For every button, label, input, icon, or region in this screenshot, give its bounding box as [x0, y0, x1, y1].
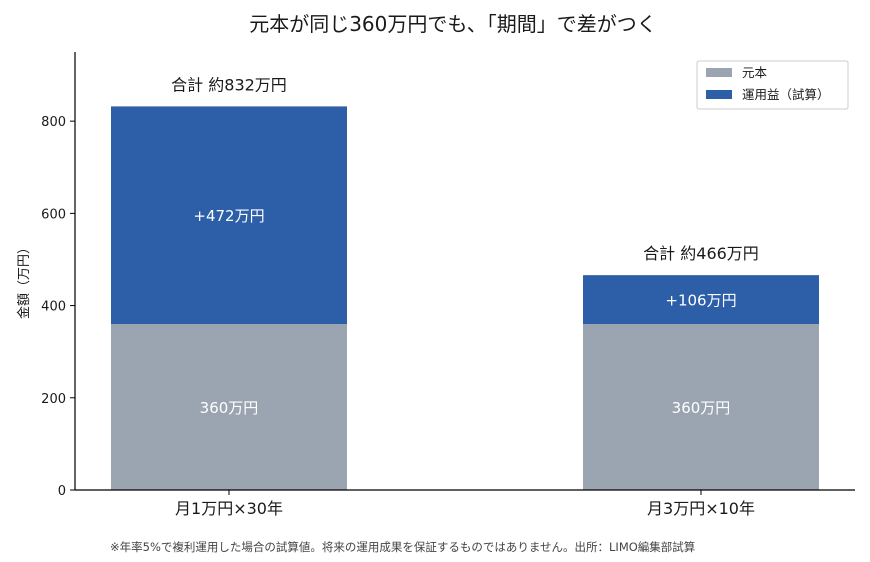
legend-label-gain: 運用益（試算） — [742, 87, 830, 102]
x-tick-label-1: 月3万円×10年 — [647, 499, 755, 518]
segment-label-principal-1: 360万円 — [672, 399, 731, 417]
legend-swatch-principal — [706, 68, 732, 77]
segment-label-principal-0: 360万円 — [200, 399, 259, 417]
y-axis-label: 金額（万円） — [16, 241, 32, 319]
bar-principal-1 — [583, 324, 819, 490]
legend-frame — [696, 60, 849, 110]
legend-label-principal: 元本 — [742, 65, 768, 80]
y-tick-label-1: 200 — [41, 392, 66, 407]
axes-group: 0 200 400 600 800 — [41, 52, 855, 499]
legend-swatch-gain — [706, 90, 732, 99]
segment-label-gain-0: +472万円 — [193, 207, 264, 225]
chart-title: 元本が同じ360万円でも、「期間」で差がつく — [249, 12, 657, 36]
bar-gain-0 — [111, 106, 347, 325]
y-tick-label-4: 800 — [41, 115, 66, 130]
segment-label-gain-1: +106万円 — [665, 292, 736, 310]
y-tick-label-2: 400 — [41, 300, 66, 315]
footnote: ※年率5%で複利運用した場合の試算値。将来の運用成果を保証するものではありません… — [110, 540, 695, 554]
bar-principal-0 — [111, 324, 347, 490]
y-tick-label-3: 600 — [41, 207, 66, 222]
total-label-0: 合計 約832万円 — [171, 75, 287, 94]
total-label-1: 合計 約466万円 — [643, 244, 759, 263]
bar-gain-1 — [583, 275, 819, 325]
legend: 元本 運用益（試算） — [696, 60, 849, 110]
x-tick-label-0: 月1万円×30年 — [175, 499, 283, 518]
y-tick-label-0: 0 — [58, 484, 66, 499]
